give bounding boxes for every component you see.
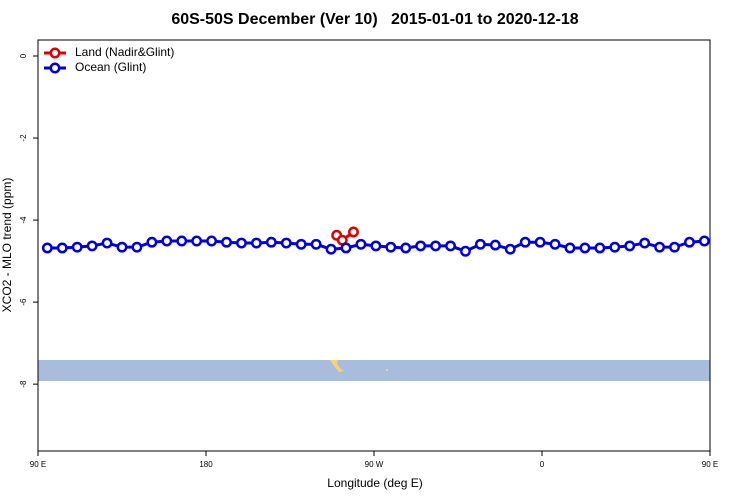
point [400, 242, 412, 254]
point [445, 240, 456, 252]
legend-label: Ocean (Glint) [75, 60, 146, 74]
point [370, 240, 382, 252]
point [549, 238, 561, 250]
legend-label: Land (Nadir&Glint) [75, 45, 174, 59]
point [489, 239, 501, 251]
point [236, 237, 247, 249]
point [415, 240, 427, 252]
x-tick-label: 90 E [702, 460, 718, 469]
point [624, 240, 636, 252]
point [654, 241, 666, 253]
y-axis-label: XCO2 - MLO trend (ppm) [0, 178, 14, 313]
x-tick-label: 90 E [30, 460, 46, 469]
x-tick-label: 0 [540, 460, 545, 469]
point [265, 236, 277, 248]
land-patch [330, 360, 344, 372]
legend-marker [49, 62, 61, 74]
point [474, 238, 486, 250]
point [639, 237, 651, 249]
y-tick-label: -2 [19, 134, 28, 142]
point [191, 235, 203, 247]
point [460, 245, 471, 257]
point [41, 242, 53, 254]
x-tick-label: 90 W [365, 460, 384, 469]
point [579, 242, 591, 254]
point [684, 236, 695, 248]
point [519, 236, 531, 248]
point [564, 242, 576, 254]
point [295, 238, 307, 250]
point [534, 236, 546, 248]
point [101, 237, 113, 249]
point [131, 241, 143, 253]
point [348, 226, 359, 238]
x-tick-label: 180 [199, 460, 213, 469]
point [221, 236, 232, 248]
point [669, 241, 680, 253]
point [56, 242, 68, 254]
y-tick-label: -4 [19, 216, 28, 224]
chart-title: 60S-50S December (Ver 10) 2015-01-01 to … [171, 11, 578, 28]
point [325, 243, 337, 255]
point [340, 242, 352, 254]
point [161, 235, 173, 247]
point [206, 235, 218, 247]
point [355, 238, 367, 250]
x-axis-label: Longitude (deg E) [327, 476, 422, 490]
point [310, 238, 322, 250]
point [430, 240, 442, 252]
point [116, 241, 128, 253]
ocean-band [38, 360, 710, 381]
map-band [38, 360, 710, 381]
y-tick-label: 0 [19, 53, 28, 58]
point [71, 241, 83, 253]
point [280, 237, 292, 249]
point [385, 241, 397, 253]
point [146, 236, 158, 248]
point [176, 235, 188, 247]
point [594, 242, 606, 254]
legend-marker [49, 47, 61, 59]
point [250, 237, 262, 249]
point [86, 240, 98, 252]
point [609, 241, 621, 253]
y-tick-label: -6 [19, 298, 28, 306]
point [504, 243, 516, 255]
y-tick-label: -8 [19, 380, 28, 388]
point [698, 235, 710, 247]
land-patch [386, 369, 388, 371]
